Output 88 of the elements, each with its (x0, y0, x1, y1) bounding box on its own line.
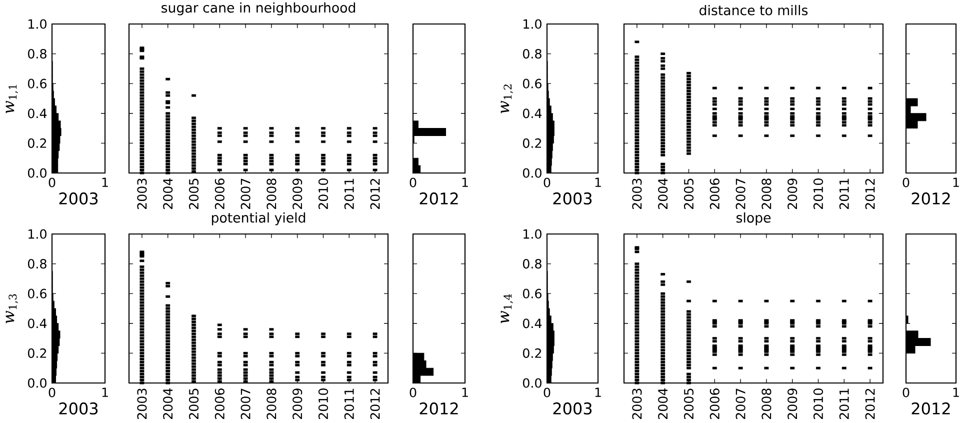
x-tick-label: 0 (902, 388, 910, 398)
x-tick-label: 1 (595, 178, 601, 187)
chart-title: potential yield (212, 212, 306, 226)
x-tick-label: 2012 (370, 388, 380, 420)
x-tick-label: 2011 (839, 388, 849, 420)
x-tick-label: 0 (544, 388, 550, 398)
x-tick-label: 2008 (266, 178, 276, 210)
y-tick-label: 0.2 (522, 348, 542, 358)
y-tick-label: 0.6 (28, 288, 46, 298)
x-tick-label: 2011 (344, 178, 354, 210)
x-tick-label: 0 (902, 178, 910, 188)
y-tick-label: 0.0 (522, 168, 542, 178)
x-tick-label: 0 (544, 178, 550, 188)
y-tick-label: 1.0 (28, 229, 46, 239)
x-tick-label: 2005 (188, 178, 199, 210)
y-tick-label: 0.4 (522, 108, 542, 118)
chart-title: slope (736, 212, 771, 226)
y-tick-label: 0.8 (28, 258, 46, 269)
y-tick-label: 0.2 (28, 138, 46, 148)
y-tick-label: 0.6 (522, 78, 542, 88)
x-tick-label: 2012 (865, 178, 875, 210)
x-tick-label: 2003 (632, 388, 642, 420)
x-tick-label: 2003 (632, 178, 642, 210)
y-axis-title: w$_{1,1}$ (6, 85, 18, 114)
x-tick-label: 0 (48, 388, 56, 398)
y-axis-title: w$_{1,4}$ (500, 294, 513, 324)
x-tick-label: 2005 (684, 178, 694, 210)
x-tick-label: 2008 (762, 178, 772, 210)
x-tick-label: 2007 (736, 178, 746, 210)
x-tick-label: 1 (462, 178, 468, 187)
y-tick-label: 0.4 (28, 318, 47, 328)
chart-title: sugar cane in neighbourhood (162, 2, 356, 16)
x-tick-label: 2004 (658, 388, 668, 420)
x-tick-label: 2009 (788, 388, 798, 420)
y-tick-label: 0.2 (522, 138, 542, 148)
y-tick-label: 0.6 (522, 288, 542, 298)
x-tick-label: 2008 (266, 388, 276, 420)
x-tick-label: 2010 (813, 388, 824, 420)
y-tick-label: 1.0 (28, 19, 46, 29)
y-tick-label: 0.0 (28, 378, 46, 388)
x-tick-label: 2012 (370, 178, 380, 210)
x-tick-label: 1 (595, 388, 601, 397)
x-tick-label: 2009 (292, 178, 302, 210)
x-tick-label: 2004 (163, 178, 173, 210)
x-tick-label: 2006 (214, 178, 224, 210)
x-tick-label: 2005 (684, 388, 694, 420)
x-tick-label: 1 (462, 388, 468, 397)
chart-title: distance to mills (700, 4, 808, 16)
x-tick-label: 2004 (658, 178, 668, 210)
x-tick-label: 1 (953, 388, 959, 397)
y-tick-label: 1.0 (524, 19, 542, 29)
x-tick-label: 2008 (762, 388, 772, 420)
x-tick-label: 2006 (710, 178, 720, 210)
x-tick-label: 2010 (318, 178, 328, 210)
x-tick-label: 2003 (137, 388, 147, 420)
y-axis-title: w$_{1,3}$ (6, 294, 18, 324)
x-tick-label: 2007 (736, 388, 746, 420)
x-tick-label: 2007 (240, 178, 250, 210)
y-tick-label: 0.2 (28, 348, 46, 358)
y-tick-label: 0.8 (522, 258, 542, 269)
x-tick-label: 2004 (163, 388, 173, 420)
x-tick-label: 1 (953, 178, 959, 187)
x-tick-label: 2011 (344, 388, 354, 420)
x-tick-label: 0 (410, 388, 416, 398)
x-tick-label: 1 (102, 388, 108, 397)
x-tick-label: 2003 (137, 178, 147, 210)
x-tick-label: 2007 (240, 388, 250, 420)
x-tick-label: 0 (48, 178, 56, 188)
x-tick-label: 2010 (813, 178, 824, 210)
x-tick-label: 2011 (839, 178, 849, 210)
y-tick-label: 1.0 (524, 229, 542, 239)
x-tick-label: 2010 (318, 388, 328, 420)
y-axis-title: w$_{1,2}$ (500, 84, 513, 114)
x-tick-label: 2009 (292, 388, 302, 420)
y-tick-label: 0.8 (522, 48, 542, 59)
y-tick-label: 0.0 (28, 168, 46, 178)
x-tick-label: 2005 (188, 388, 199, 420)
x-tick-label: 2006 (710, 388, 720, 420)
y-tick-label: 0.0 (522, 378, 542, 388)
y-tick-label: 0.8 (28, 48, 46, 59)
x-tick-label: 2009 (788, 178, 798, 210)
x-tick-label: 2012 (865, 388, 875, 420)
y-tick-label: 0.4 (522, 318, 542, 328)
x-tick-label: 0 (410, 178, 416, 188)
x-tick-label: 2006 (214, 388, 224, 420)
y-tick-label: 0.4 (28, 108, 47, 118)
x-tick-label: 1 (102, 178, 108, 187)
y-tick-label: 0.6 (28, 78, 46, 88)
